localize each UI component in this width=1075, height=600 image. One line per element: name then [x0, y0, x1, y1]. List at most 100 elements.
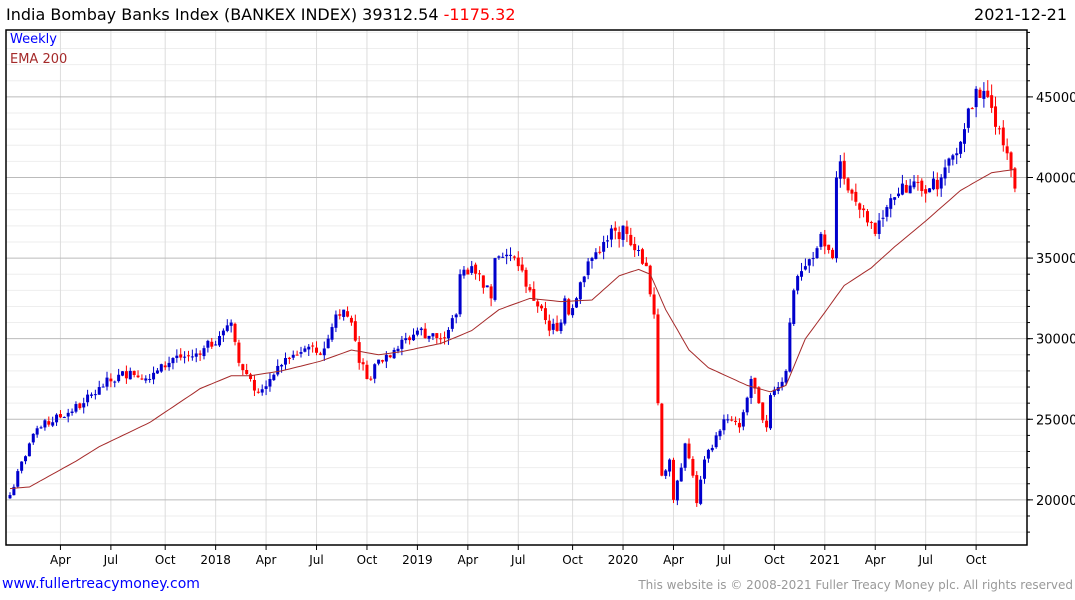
candle-body [718, 430, 722, 437]
candle-body [757, 387, 761, 404]
candle-body [734, 420, 738, 422]
candle-body [400, 339, 404, 349]
candle-body [163, 365, 167, 368]
website-link[interactable]: www.fullertreacymoney.com [2, 576, 200, 592]
candle-body [70, 411, 74, 413]
candle-body [571, 308, 575, 316]
x-tick-label: Apr [663, 553, 684, 567]
candle-body [171, 358, 175, 364]
candle-body [959, 141, 963, 154]
candle-body [190, 356, 194, 358]
candle-body [12, 486, 16, 496]
candle-body [256, 391, 260, 393]
candle-body [218, 336, 222, 346]
candle-body [881, 217, 885, 219]
candle-body [567, 299, 571, 315]
candle-body [159, 364, 163, 372]
candle-body [454, 314, 458, 318]
price-change: -1175.32 [443, 5, 516, 24]
candle-body [144, 378, 148, 381]
candle-body [1013, 168, 1017, 189]
candle-body [838, 161, 842, 179]
candle-body [551, 323, 555, 330]
candle-body [16, 471, 20, 487]
candle-body [501, 256, 505, 258]
candle-body [885, 207, 889, 217]
candle-body [644, 262, 648, 267]
candle-body [796, 276, 800, 291]
candle-body [78, 403, 82, 409]
candle-body [408, 337, 412, 341]
candle-body [415, 330, 419, 335]
candle-body [35, 428, 39, 435]
candle-body [31, 433, 35, 443]
candle-body [897, 193, 901, 197]
candle-body [462, 269, 466, 276]
x-tick-label: Apr [865, 553, 886, 567]
candle-body [563, 298, 567, 324]
candle-body [831, 249, 835, 259]
candle-body [295, 354, 299, 356]
candle-body [210, 341, 214, 347]
candle-body [737, 422, 741, 428]
candle-body [8, 495, 12, 499]
y-tick-label: 25000 [1036, 413, 1075, 428]
candle-body [924, 189, 928, 194]
candle-body [346, 311, 350, 317]
candle-body [377, 359, 381, 364]
candle-body [148, 378, 152, 380]
candle-body [361, 362, 365, 365]
legend-period: Weekly [10, 32, 57, 47]
x-tick-label: Apr [457, 553, 478, 567]
candle-body [710, 447, 714, 451]
candle-body [268, 378, 272, 387]
candle-body [726, 419, 730, 421]
candle-body [962, 129, 966, 144]
candle-body [349, 317, 353, 323]
candle-body [458, 274, 462, 315]
candle-body [334, 314, 338, 328]
candle-body [862, 208, 866, 211]
candle-body [994, 106, 998, 127]
candle-body [997, 128, 1001, 130]
x-tick-label: Oct [357, 553, 378, 567]
candle-body [330, 327, 334, 340]
candle-body [528, 287, 532, 291]
candle-body [136, 375, 140, 378]
candle-body [24, 456, 28, 462]
candle-body [916, 181, 920, 183]
candle-body [311, 345, 315, 347]
candle-body [865, 211, 869, 223]
candle-body [621, 225, 625, 240]
candle-body [396, 348, 400, 352]
candle-body [252, 379, 256, 391]
candle-body [768, 395, 772, 429]
candle-body [58, 414, 62, 418]
candle-body [1001, 127, 1005, 146]
candle-body [606, 240, 610, 242]
candle-body [245, 370, 249, 375]
candle-body [594, 252, 598, 259]
candle-body [276, 365, 280, 375]
candle-body [578, 282, 582, 300]
candle-body [788, 322, 792, 372]
candle-body [602, 241, 606, 252]
candle-body [384, 354, 388, 362]
candle-body [543, 308, 547, 321]
candle-body [842, 160, 846, 179]
candle-body [338, 314, 342, 316]
candle-body [124, 371, 128, 379]
candle-body [477, 273, 481, 275]
candle-body [233, 323, 237, 342]
candle-body [121, 371, 125, 376]
candle-body [152, 372, 156, 380]
candle-body [772, 389, 776, 395]
candle-body [869, 222, 873, 224]
y-tick-label: 45000 [1036, 91, 1075, 106]
candle-body [854, 191, 858, 202]
x-tick-label: Oct [764, 553, 785, 567]
candle-body [520, 264, 524, 271]
candle-body [20, 461, 24, 471]
candle-body [291, 354, 295, 358]
